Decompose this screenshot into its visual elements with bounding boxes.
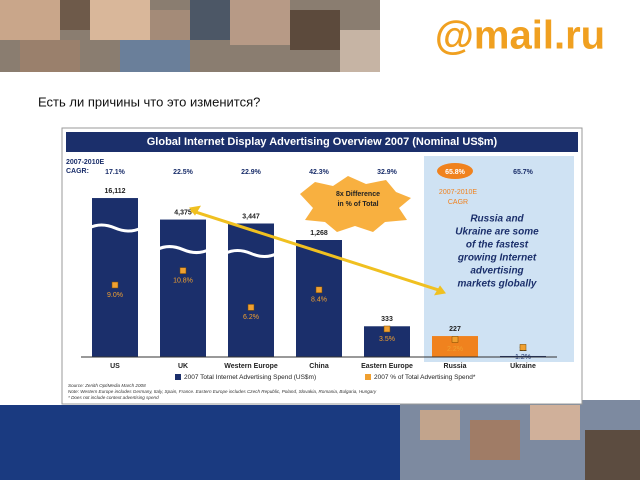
percent-label: 1.2% [515, 354, 531, 361]
x-tick-label: Ukraine [510, 363, 536, 370]
x-tick-label: China [309, 363, 329, 370]
bar [500, 355, 546, 357]
value-label: 227 [449, 326, 461, 333]
chart-title: Global Internet Display Advertising Over… [147, 136, 498, 148]
percent-label: 6.2% [243, 314, 259, 321]
x-tick-label: Western Europe [224, 363, 278, 370]
bar [160, 219, 206, 357]
x-tick-label: UK [178, 363, 188, 370]
callout: growing Internet [457, 253, 537, 264]
arrow-head [189, 205, 201, 216]
value-label: 333 [381, 316, 393, 323]
legend-swatch [365, 374, 371, 380]
callout: advertising [470, 266, 523, 277]
photo-collage [0, 0, 380, 72]
callout: markets globally [458, 279, 537, 290]
percent-marker [315, 286, 323, 294]
percent-marker [247, 304, 255, 311]
axis-break [88, 223, 142, 233]
percent-marker [179, 267, 187, 274]
source-note: Source: Zenith OptiMedia March 2008 [68, 383, 146, 388]
legend-swatch [175, 374, 181, 380]
value-label: 3,447 [242, 213, 260, 220]
value-label: 16,112 [104, 188, 125, 195]
question: Есть ли причины что это изменится? [38, 94, 260, 109]
x-tick-label: US [110, 363, 120, 370]
percent-label: 10.8% [173, 277, 193, 284]
cagr-label: CAGR: [66, 168, 89, 175]
cagr-highlight [437, 163, 473, 179]
cagr-label: 2007-2010E [66, 159, 104, 166]
annotation: in % of Total [337, 201, 378, 208]
cagr-value: 65.7% [513, 169, 534, 176]
cagr-value: 42.3% [309, 169, 330, 176]
percent-label: 8.4% [311, 297, 327, 304]
x-tick-label: Russia [444, 363, 467, 370]
callout: Ukraine are some [455, 227, 539, 238]
percent-marker [111, 281, 119, 289]
cagr-value: 65.8% [445, 169, 466, 176]
bar [432, 336, 478, 357]
logo: @mail.ru [435, 14, 605, 58]
axis-break [156, 245, 210, 255]
title-bar [66, 132, 578, 152]
percent-marker [383, 325, 391, 333]
axis-break [224, 248, 278, 258]
highlight-area [424, 156, 574, 362]
source-note: * Does not include context advertising s… [68, 395, 159, 400]
annotation: 2007-2010E [439, 189, 477, 196]
cagr-value: 32.9% [377, 169, 398, 176]
photo-collage [400, 400, 640, 480]
arrow-head [434, 285, 446, 296]
cagr-value: 17.1% [105, 169, 126, 176]
bar [228, 223, 274, 357]
callout: of the fastest [466, 240, 529, 251]
percent-label: 2.2% [447, 346, 463, 353]
callout: Russia and [470, 214, 524, 225]
cagr-value: 22.5% [173, 169, 194, 176]
percent-label: 9.0% [107, 292, 123, 299]
percent-label: 3.5% [379, 336, 395, 343]
bar [92, 198, 138, 357]
comparison-arrow [190, 209, 444, 293]
starburst [300, 176, 411, 232]
legend-label: 2007 % of Total Advertising Spend* [374, 374, 476, 381]
source-note: Note: Western Europe includes Germany, I… [68, 389, 377, 394]
annotation: 8x Difference [336, 191, 380, 198]
value-label: 4,375 [174, 209, 192, 216]
percent-marker [519, 344, 527, 351]
cagr-value: 22.9% [241, 169, 262, 176]
value-label: 1,268 [310, 230, 328, 237]
annotation: CAGR [448, 199, 468, 206]
bar [296, 240, 342, 357]
x-tick-label: Eastern Europe [361, 363, 413, 370]
percent-marker [451, 336, 459, 343]
legend-label: 2007 Total Internet Advertising Spend (U… [184, 374, 316, 381]
